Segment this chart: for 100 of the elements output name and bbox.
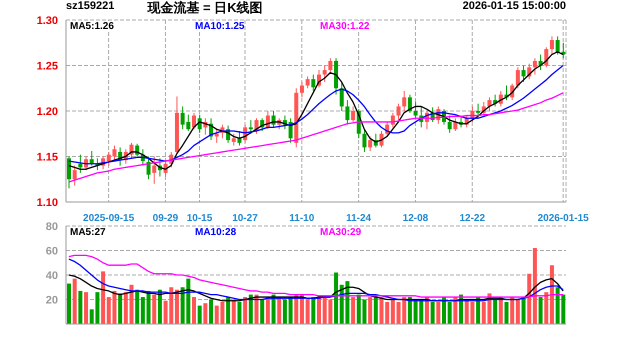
x-tick-label: 2026-01-15 <box>538 213 590 224</box>
text: 2026-01-15 15:00:00 <box>462 0 566 12</box>
candlestick <box>414 101 418 119</box>
bar <box>493 300 498 324</box>
y-tick-label: 40 <box>46 270 58 282</box>
bar <box>164 300 168 324</box>
bar <box>272 294 276 324</box>
x-tick-label: 10-27 <box>232 213 258 224</box>
bar <box>72 278 77 324</box>
bar <box>101 271 106 324</box>
y-tick-label: 1.20 <box>36 106 58 118</box>
bar <box>220 302 224 324</box>
bar <box>419 300 424 324</box>
y-tick-label: 80 <box>46 220 58 233</box>
x-tick-label: 09-29 <box>152 213 179 224</box>
candlestick <box>550 36 554 56</box>
bar <box>95 292 100 324</box>
y-tick-label: 1.15 <box>36 151 58 164</box>
candlestick <box>351 106 356 122</box>
text: MA5:1.26 <box>70 21 114 32</box>
candlestick <box>516 66 520 89</box>
bar <box>237 302 242 324</box>
x-tick-label: 2025-09-15 <box>83 213 135 224</box>
candlestick <box>192 112 196 130</box>
x-tick-label: 10-15 <box>186 213 213 224</box>
bar <box>226 297 230 324</box>
x-tick-label: 11-10 <box>289 213 315 224</box>
candlestick <box>368 136 372 152</box>
candlestick <box>311 74 316 92</box>
bar <box>464 300 469 324</box>
candlestick <box>345 100 350 126</box>
candlestick <box>544 46 548 68</box>
bar <box>510 297 514 324</box>
candlestick <box>448 115 452 134</box>
y-tick-label: 1.30 <box>36 14 58 27</box>
bar <box>532 248 537 324</box>
bar <box>470 302 474 324</box>
bar <box>453 297 458 324</box>
bar <box>186 278 190 324</box>
bar <box>527 274 532 324</box>
candlestick <box>402 90 406 112</box>
candlestick <box>306 76 310 89</box>
candlestick <box>340 81 344 112</box>
bar <box>538 297 543 324</box>
text: sz159221 <box>66 0 114 12</box>
bar <box>516 300 520 324</box>
bar <box>254 294 258 324</box>
bar <box>78 290 82 324</box>
bar <box>214 306 219 324</box>
candlestick <box>67 156 71 189</box>
bar <box>561 294 566 324</box>
text: MA5:27 <box>70 227 106 238</box>
bar <box>328 300 332 324</box>
bar <box>158 290 162 324</box>
bar <box>198 306 202 324</box>
bar <box>90 309 94 324</box>
chart-title: 现金流基 = 日K线图 <box>146 0 264 17</box>
y-tick-label: 20 <box>46 294 58 306</box>
bar <box>374 297 378 324</box>
x-tick-label: 11-24 <box>346 213 372 224</box>
bar <box>209 300 214 324</box>
candlestick <box>78 154 82 174</box>
bar <box>436 302 440 324</box>
text: MA10:1.25 <box>195 21 244 32</box>
bar <box>522 297 526 324</box>
candlestick <box>186 114 190 132</box>
bar <box>203 303 208 324</box>
candlestick <box>300 81 304 98</box>
bar <box>351 297 356 324</box>
bar <box>430 302 435 324</box>
text: MA10:28 <box>195 227 236 238</box>
candlestick <box>556 36 560 56</box>
text: MA30:29 <box>320 227 362 238</box>
candlestick <box>237 130 242 146</box>
candlestick <box>72 165 77 186</box>
candlestick <box>152 156 156 184</box>
candlestick <box>322 65 327 82</box>
candlestick <box>476 103 480 116</box>
y-tick-label: 1.10 <box>36 196 58 209</box>
bar <box>180 287 185 324</box>
bar <box>152 294 156 324</box>
x-tick-label: 12-22 <box>459 213 486 224</box>
bar <box>266 297 270 324</box>
bar <box>192 297 196 324</box>
y-tick-label: 60 <box>46 245 58 258</box>
candlestick <box>232 133 236 146</box>
candlestick <box>214 128 219 144</box>
bar <box>311 297 316 324</box>
bar <box>504 302 508 324</box>
bar <box>243 297 248 324</box>
text: MA30:1.22 <box>320 21 370 32</box>
bar <box>248 294 253 324</box>
candlestick <box>328 58 332 74</box>
bar <box>556 287 560 324</box>
bar <box>277 297 282 324</box>
bar <box>118 293 122 324</box>
candlestick <box>396 103 401 121</box>
candlestick <box>522 65 526 82</box>
bar <box>232 300 236 324</box>
bar <box>135 290 140 324</box>
